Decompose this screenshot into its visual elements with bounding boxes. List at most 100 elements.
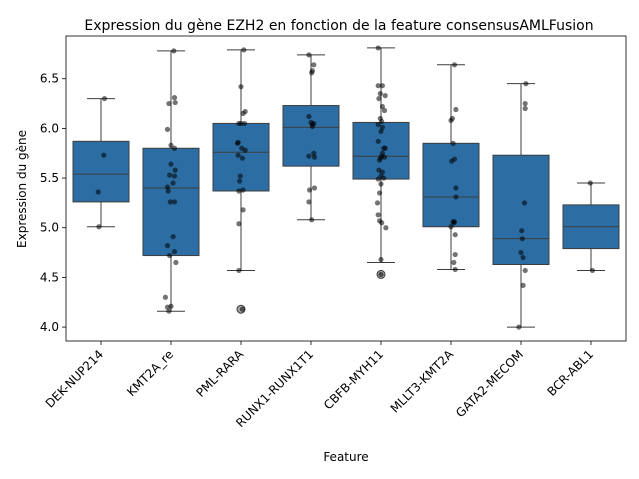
data-point — [518, 249, 524, 256]
y-axis: 4.0 4.5 5.0 5.5 6.0 6.5 — [40, 72, 66, 334]
data-point — [164, 184, 171, 190]
data-point — [523, 81, 529, 87]
data-point — [168, 161, 174, 167]
data-point — [519, 236, 526, 242]
data-point — [521, 200, 528, 206]
data-point — [236, 120, 242, 127]
data-point — [378, 271, 384, 278]
data-point — [381, 145, 387, 151]
data-point — [164, 126, 171, 132]
data-point — [376, 95, 382, 102]
data-point — [382, 93, 388, 99]
data-point — [375, 83, 381, 89]
data-point — [171, 199, 178, 205]
boxes-layer — [72, 47, 620, 328]
data-point — [171, 248, 178, 255]
data-point — [452, 232, 458, 238]
data-point — [451, 62, 458, 68]
data-point — [240, 187, 246, 193]
x-tick-label: BCR-ABL1 — [544, 347, 596, 399]
data-point — [378, 256, 384, 263]
data-point — [377, 190, 383, 196]
data-point — [452, 251, 458, 258]
data-point — [522, 105, 528, 112]
data-point — [167, 172, 173, 178]
box-group-DEK-NUP214 — [72, 98, 130, 228]
data-point — [241, 120, 248, 127]
data-point — [587, 180, 593, 186]
x-tick-label: PML-RARA — [193, 347, 246, 400]
data-point — [448, 224, 454, 230]
x-tick-label: KMT2A_re — [124, 347, 176, 399]
data-point — [101, 152, 107, 158]
y-tick-label: 4.0 — [40, 320, 59, 334]
data-point — [375, 121, 381, 128]
data-point — [236, 188, 242, 194]
data-point — [306, 52, 312, 58]
data-point — [381, 154, 388, 160]
y-tick-label: 4.5 — [40, 270, 59, 284]
data-point — [239, 155, 245, 161]
data-point — [162, 294, 168, 300]
data-point — [236, 267, 242, 274]
data-point — [173, 259, 179, 266]
y-tick-label: 6.0 — [40, 121, 59, 135]
data-point — [381, 107, 388, 114]
data-point — [375, 45, 381, 51]
data-point — [166, 100, 172, 107]
data-point — [379, 220, 385, 226]
plot-frame — [65, 35, 627, 342]
data-point — [172, 167, 178, 173]
data-point — [309, 70, 315, 76]
box-group-GATA2-MECOM — [492, 83, 550, 328]
data-point — [452, 266, 458, 273]
data-point — [516, 324, 522, 330]
data-point — [237, 178, 243, 184]
data-point — [306, 153, 312, 159]
data-point — [519, 228, 525, 234]
data-point — [95, 189, 101, 195]
data-point — [522, 267, 528, 274]
data-point — [307, 187, 313, 193]
data-point — [311, 62, 317, 68]
y-axis-label: Expression du gène — [15, 130, 29, 248]
data-point — [165, 188, 171, 194]
data-point — [170, 180, 176, 186]
data-point — [451, 220, 457, 226]
x-tick-label: RUNX1-RUNX1T1 — [233, 347, 316, 430]
data-point — [375, 138, 381, 144]
data-point — [375, 176, 381, 182]
data-point — [101, 95, 108, 102]
data-point — [379, 118, 385, 125]
data-point — [234, 140, 241, 146]
data-point — [381, 175, 387, 181]
y-tick-label: 6.5 — [40, 72, 59, 86]
data-point — [167, 199, 173, 205]
data-point — [168, 142, 174, 148]
data-point — [170, 234, 176, 240]
data-point — [449, 158, 455, 164]
data-point — [235, 152, 241, 158]
data-point — [242, 147, 248, 153]
box-group-CBFB-MYH11 — [352, 47, 410, 279]
data-point — [240, 207, 246, 213]
data-point — [171, 94, 178, 101]
data-point — [306, 113, 312, 120]
data-point — [378, 128, 384, 134]
data-point — [308, 119, 314, 126]
data-point — [383, 225, 389, 231]
chart-title: Expression du gène EZH2 en fonction de l… — [84, 18, 593, 34]
data-point — [377, 91, 383, 97]
data-point — [522, 100, 528, 107]
data-point — [448, 117, 454, 124]
data-point — [311, 150, 317, 156]
data-point — [164, 243, 171, 249]
data-point — [311, 154, 318, 160]
data-point — [520, 282, 526, 288]
box — [422, 142, 480, 228]
data-point — [168, 303, 174, 309]
x-tick-label: DEK-NUP214 — [43, 347, 106, 410]
data-point — [379, 83, 385, 89]
box-group-MLLT3-KMT2A — [422, 64, 480, 270]
box-group-RUNX1-RUNX1T1 — [282, 54, 340, 221]
